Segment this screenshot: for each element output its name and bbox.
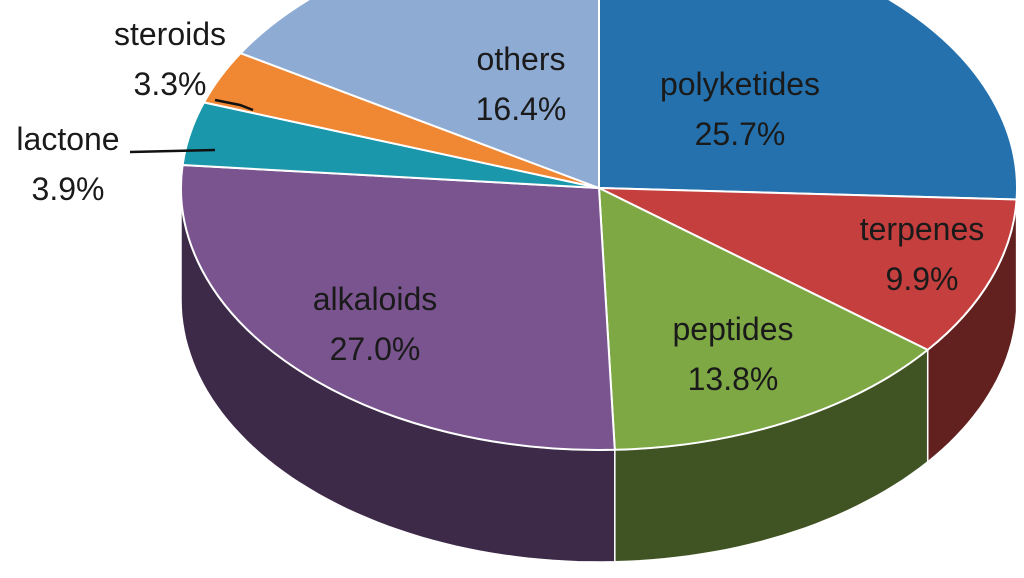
slice-percent: 27.0% <box>330 331 421 367</box>
slice-percent: 3.3% <box>134 66 207 102</box>
slice-percent: 13.8% <box>688 361 779 397</box>
slice-name: peptides <box>673 311 794 347</box>
slice-percent: 3.9% <box>32 171 105 207</box>
slice-name: terpenes <box>860 211 985 247</box>
slice-name: others <box>477 41 566 77</box>
slice-name: steroids <box>114 16 226 52</box>
slice-name: alkaloids <box>313 281 438 317</box>
slice-percent: 9.9% <box>886 261 959 297</box>
slice-name: polyketides <box>660 66 820 102</box>
slice-percent: 16.4% <box>476 91 567 127</box>
slice-name: lactone <box>16 121 119 157</box>
slice-label-steroids: steroids 3.3% <box>114 16 226 102</box>
slice-percent: 25.7% <box>695 116 786 152</box>
slice-label-lactone: lactone 3.9% <box>16 121 119 207</box>
